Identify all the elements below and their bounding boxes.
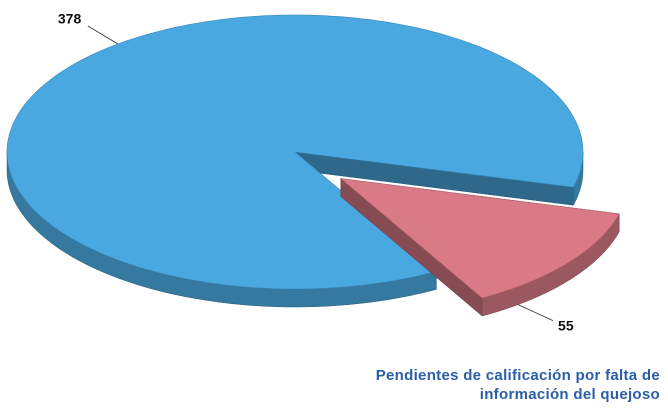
data-label: 378 [58, 11, 82, 27]
leader-line [517, 304, 554, 322]
slice [6, 14, 584, 290]
leader-line [87, 25, 119, 45]
slice [339, 178, 620, 299]
data-label: 55 [558, 317, 574, 333]
slice-label: Pendientes de calificación por falta de … [375, 367, 660, 403]
